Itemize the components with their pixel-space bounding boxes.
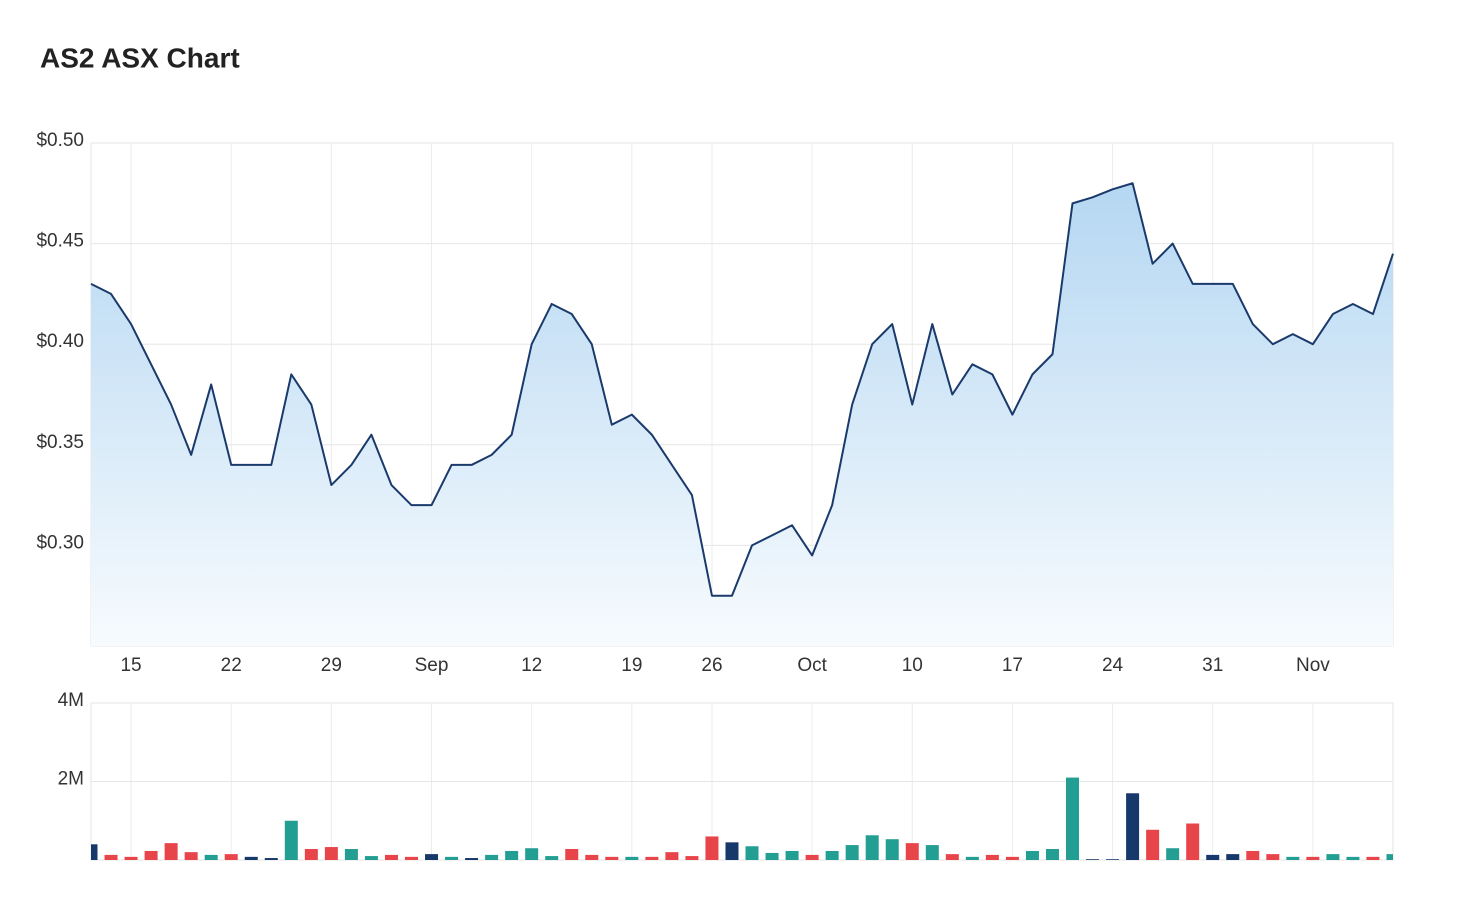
volume-bar xyxy=(164,843,178,860)
volume-bar xyxy=(785,850,799,860)
volume-bar xyxy=(745,846,759,860)
volume-bar xyxy=(1346,856,1360,860)
x-tick-label: 29 xyxy=(321,655,342,676)
price-line xyxy=(90,182,1394,597)
volume-bar xyxy=(124,856,138,860)
volume-bar xyxy=(1066,777,1080,860)
x-tick-label: 17 xyxy=(1002,655,1023,676)
volume-bar xyxy=(1326,854,1340,860)
volume-bar xyxy=(264,858,278,860)
volume-bar xyxy=(865,835,879,860)
volume-bar xyxy=(284,820,298,860)
volume-bar xyxy=(805,854,819,860)
x-tick-label: Oct xyxy=(797,655,827,676)
y-tick-label: $0.35 xyxy=(36,432,84,453)
y-tick-label: $0.45 xyxy=(36,231,84,252)
y-tick-label: $0.40 xyxy=(36,331,84,352)
volume-bar xyxy=(825,850,839,860)
volume-bar xyxy=(425,854,439,860)
x-tick-label: 22 xyxy=(221,655,242,676)
y-tick-label: 4M xyxy=(58,690,84,711)
volume-bar xyxy=(184,852,198,860)
volume-bar xyxy=(344,849,358,860)
volume-bar xyxy=(485,854,499,860)
chart-title: AS2 ASX Chart xyxy=(40,42,240,73)
volume-bar xyxy=(244,856,258,860)
volume-bar xyxy=(625,856,639,860)
volume-bar xyxy=(144,850,158,860)
volume-bar xyxy=(645,856,659,860)
volume-bar xyxy=(1086,859,1100,860)
x-tick-label: 15 xyxy=(120,655,141,676)
x-tick-label: 24 xyxy=(1102,655,1124,676)
x-tick-label: 19 xyxy=(621,655,642,676)
volume-bar xyxy=(965,856,979,860)
volume-bar xyxy=(324,847,338,860)
volume-bar xyxy=(1226,854,1240,860)
volume-bar xyxy=(905,843,919,860)
volume-bar xyxy=(585,854,599,860)
y-tick-label: $0.30 xyxy=(36,532,84,553)
volume-bar xyxy=(945,854,959,860)
x-tick-label: 26 xyxy=(701,655,722,676)
volume-bar xyxy=(1126,793,1140,860)
volume-bar xyxy=(104,854,118,860)
volume-bar xyxy=(885,839,899,860)
volume-bar xyxy=(1286,856,1300,860)
volume-bar xyxy=(725,842,739,860)
volume-bar xyxy=(765,852,779,860)
y-tick-label: 2M xyxy=(58,769,84,790)
x-tick-label: 31 xyxy=(1202,655,1223,676)
volume-bar xyxy=(545,856,559,860)
area-fill xyxy=(91,183,1393,647)
volume-bar xyxy=(304,849,318,860)
volume-bar xyxy=(565,849,579,860)
volume-bar xyxy=(204,854,218,860)
y-tick-label: $0.50 xyxy=(36,130,84,151)
volume-bar xyxy=(1005,856,1019,860)
volume-bar xyxy=(525,848,539,860)
volume-bar xyxy=(605,856,619,860)
volume-bar xyxy=(665,852,679,860)
volume-bar xyxy=(925,845,939,860)
x-tick-label: 12 xyxy=(521,655,542,676)
volume-bar xyxy=(1366,856,1380,860)
volume-bar xyxy=(1266,854,1280,860)
x-tick-label: Sep xyxy=(415,655,449,676)
volume-bar xyxy=(1146,829,1160,860)
volume-bar xyxy=(445,856,459,860)
volume-bar xyxy=(1106,859,1120,860)
x-tick-label: Nov xyxy=(1296,655,1330,676)
volume-bar xyxy=(1386,854,1393,860)
volume-bar xyxy=(1206,854,1220,860)
volume-bars xyxy=(91,777,1393,860)
x-tick-label: 10 xyxy=(902,655,923,676)
volume-bar xyxy=(404,856,418,860)
volume-bar xyxy=(845,845,859,860)
volume-bar xyxy=(1166,848,1180,860)
volume-bar xyxy=(685,856,699,860)
volume-bar xyxy=(91,844,98,860)
volume-bar xyxy=(705,836,719,860)
volume-bar xyxy=(465,858,479,860)
volume-bar xyxy=(1045,849,1059,860)
volume-bar xyxy=(1186,823,1200,860)
volume-bar xyxy=(224,854,238,860)
volume-bar xyxy=(1306,856,1320,860)
volume-bar xyxy=(1025,850,1039,860)
volume-bar xyxy=(505,850,519,860)
volume-bar xyxy=(364,856,378,860)
volume-bar xyxy=(384,854,398,860)
volume-bar xyxy=(985,854,999,860)
volume-bar xyxy=(1246,850,1260,860)
